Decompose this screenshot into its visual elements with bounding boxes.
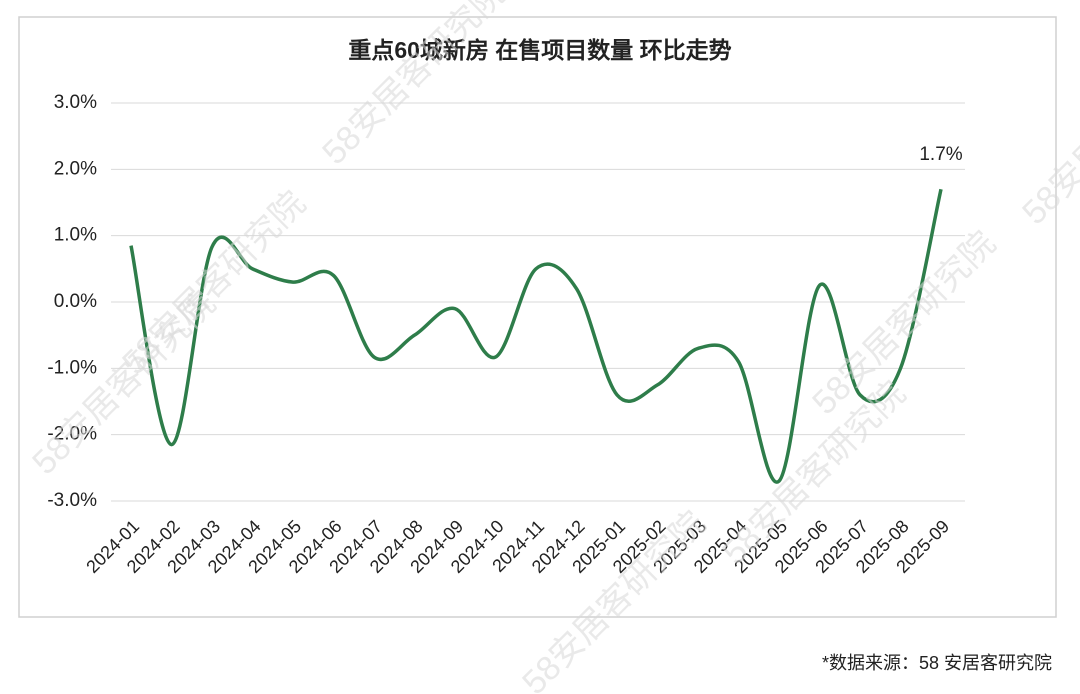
- y-tick-label: -2.0%: [47, 424, 97, 445]
- chart-title: 重点60城新房 在售项目数量 环比走势: [348, 37, 731, 63]
- source-note: *数据来源：58 安居客研究院: [822, 653, 1052, 673]
- chart-frame: [18, 16, 1057, 618]
- y-tick-label: -1.0%: [47, 357, 97, 378]
- line: [129, 188, 943, 484]
- y-tick-label: 2.0%: [54, 158, 97, 179]
- y-tick-label: 3.0%: [54, 92, 97, 113]
- y-tick-label: 1.0%: [54, 225, 97, 246]
- y-tick-label: -3.0%: [47, 490, 97, 511]
- y-tick-label: 0.0%: [54, 291, 97, 312]
- data-label: 1.7%: [919, 144, 962, 165]
